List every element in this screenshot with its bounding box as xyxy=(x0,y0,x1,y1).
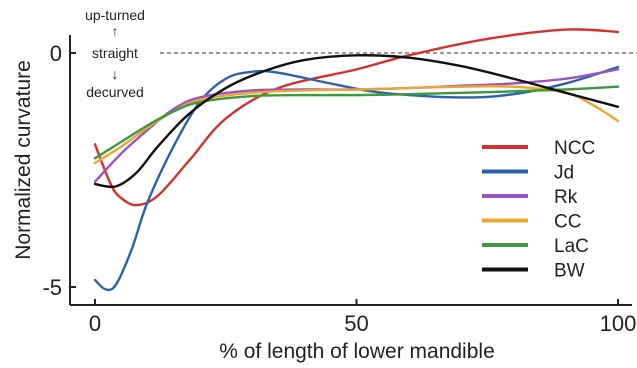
x-tick-label: 0 xyxy=(89,311,101,336)
series-line-bw xyxy=(93,54,620,189)
annotation-arrow-up: ↑ xyxy=(112,23,119,39)
annotation-straight: straight xyxy=(92,45,138,61)
x-axis-title: % of length of lower mandible xyxy=(219,340,495,363)
series-line-jd xyxy=(93,65,620,292)
legend: NCC Jd Rk CC LaC BW xyxy=(482,138,595,282)
legend-label-lac: LaC xyxy=(554,236,589,257)
x-tick-label: 50 xyxy=(344,311,368,336)
curvature-annotation: up-turned ↑ straight ↓ decurved xyxy=(85,7,145,100)
y-tick-label: -5 xyxy=(42,275,62,300)
annotation-decurved: decurved xyxy=(86,84,144,100)
legend-label-jd: Jd xyxy=(554,163,574,184)
series-line-ncc xyxy=(93,28,620,207)
legend-label-bw: BW xyxy=(554,261,585,282)
annotation-arrow-down: ↓ xyxy=(112,66,119,82)
legend-label-rk: Rk xyxy=(554,187,578,208)
x-tick-label: 100 xyxy=(600,311,637,336)
series-line-lac xyxy=(93,85,620,160)
legend-label-cc: CC xyxy=(554,212,581,233)
y-axis-title: Normalized curvature xyxy=(12,60,35,260)
series-line-cc xyxy=(93,84,620,165)
y-tick-label: 0 xyxy=(50,41,62,66)
legend-label-ncc: NCC xyxy=(554,138,595,159)
annotation-up-turned: up-turned xyxy=(85,7,145,23)
plot-area: 0 -5 0 50 100 xyxy=(42,28,637,336)
